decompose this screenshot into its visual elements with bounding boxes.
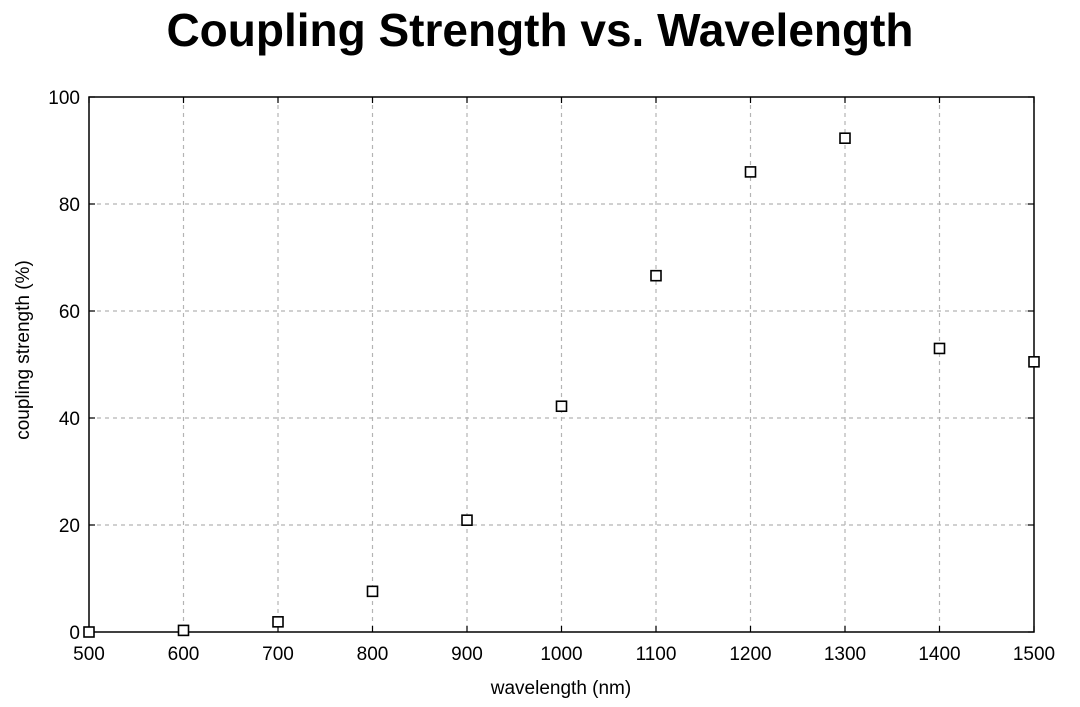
data-point <box>933 342 946 355</box>
x-tick-label: 1100 <box>636 644 677 665</box>
data-point <box>555 400 568 413</box>
chart-title: Coupling Strength vs. Wavelength <box>166 4 913 56</box>
data-point <box>1028 356 1040 368</box>
x-axis-label: wavelength (nm) <box>490 678 631 699</box>
x-tick-label: 900 <box>451 644 483 665</box>
x-tick-label: 700 <box>262 644 294 665</box>
y-tick-label: 100 <box>48 88 80 109</box>
data-point <box>366 585 379 598</box>
data-point <box>744 166 757 178</box>
y-tick-label: 0 <box>69 623 80 644</box>
y-tick-label: 40 <box>59 409 80 430</box>
y-tick-label: 60 <box>59 302 80 323</box>
y-axis-label: coupling strength (%) <box>13 260 34 440</box>
x-tick-label: 1000 <box>540 644 582 665</box>
data-point <box>839 132 851 144</box>
data-point <box>177 624 190 637</box>
data-point <box>461 514 473 526</box>
x-tick-label: 1200 <box>729 644 771 665</box>
x-tick-labels: 500 600 700 800 900 1000 1100 1200 1300 1400 1500 <box>73 644 1055 665</box>
y-tick-labels: 0 20 40 60 80 100 <box>48 88 80 644</box>
y-tick-label: 20 <box>59 516 80 537</box>
data-point <box>272 616 284 628</box>
grid-lines <box>89 97 1034 632</box>
x-tick-label: 1300 <box>824 644 866 665</box>
data-points <box>83 132 1040 638</box>
x-tick-label: 1500 <box>1013 644 1055 665</box>
data-point <box>650 269 662 282</box>
y-tick-label: 80 <box>59 195 80 216</box>
data-point <box>83 626 95 638</box>
x-tick-label: 1400 <box>918 644 960 665</box>
x-tick-label: 500 <box>73 644 105 665</box>
x-tick-label: 600 <box>168 644 200 665</box>
x-tick-label: 800 <box>357 644 389 665</box>
